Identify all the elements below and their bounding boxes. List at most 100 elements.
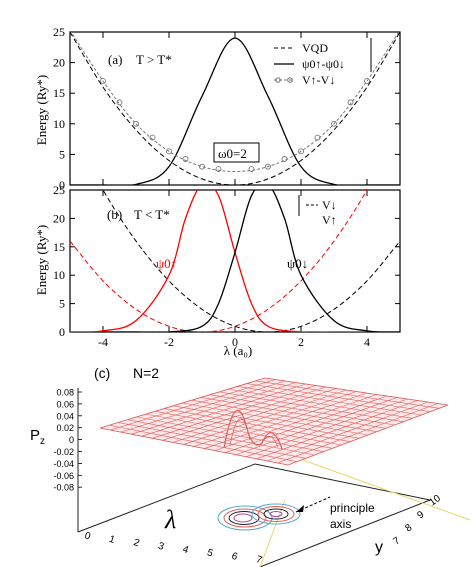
series-marker [133,120,139,127]
y-tick-label: 25 [53,25,65,39]
y-tick-label: 5 [59,297,65,311]
series-marker [100,78,106,84]
series-marker [199,163,205,170]
panel-b-xticks: -4 -2 0 2 4 [98,190,370,349]
panel-b-condition: T < T* [134,207,170,222]
panel-b-label: (b) [107,207,122,222]
x3d-tick-label: 1 [108,534,117,546]
contour-plot [217,503,301,531]
y3d-tick-label: 8 [403,522,414,534]
z-tick-label: -0.06 [53,471,74,481]
panel-a-label: (a) [108,52,122,67]
series-marker [215,166,222,173]
panel-b-series [70,190,400,332]
mesh-line [255,380,440,409]
legend-v-diff-marker [287,77,293,83]
legend-psi-diff-label: ψ0↑-ψ0↓ [302,57,345,71]
legend-vqd-label: VQD [302,41,328,55]
panel-c: (c) N=2 Pz 0.080.06 0.04 0.02 0 -0.02 -0.04 -0… [30,365,471,567]
principle-axis-label-2: axis [330,517,351,531]
panel-c-zticks: 0.080.06 0.04 0.02 0 -0.02 -0.04 -0.06 -0.08 [53,388,82,493]
series-marker [347,99,354,106]
panel-a-xticks [102,32,368,185]
series-marker [281,156,288,162]
series-marker [265,163,271,170]
principle-axis-label: principle [330,501,375,515]
y-tick-label: 20 [53,56,65,70]
series-line [70,37,400,185]
surface-peak [223,409,283,450]
y3d-tick-label: 9 [415,509,426,521]
y-axis-label: y [375,539,383,556]
principle-axis-line [299,458,471,521]
series-marker [314,134,321,141]
panel-b-yticks: 0 5 10 15 20 25 [53,183,400,339]
series-marker [116,99,123,106]
series-line [103,190,400,332]
floor-plane [77,388,471,567]
y-tick-label: 10 [53,117,65,131]
legend-v-diff-label: V↑-V↓ [302,73,335,87]
y-tick-label: 25 [53,183,65,197]
panel-b-ylabel: Energy (Ry*) [34,225,49,295]
series-marker [331,120,337,127]
y-tick-label: 20 [53,211,65,225]
z-tick-label: 0.02 [56,423,74,433]
surface-mesh [99,377,449,466]
psi-down-label: ψ0↓ [287,256,308,271]
y-tick-label: 0 [59,325,65,339]
z-tick-label: -0.02 [53,447,74,457]
panel-a-ylabel: Energy (Ry*) [34,75,49,145]
z-tick-label: 0 [69,435,74,445]
series-line [70,190,368,332]
psi-up-label: ψ0↑ [156,256,177,271]
mesh-line [256,400,418,460]
y-tick-label: 10 [53,268,65,282]
omega-box [213,142,260,163]
mesh-line [287,404,449,466]
y-tick-label: 5 [59,147,65,161]
legend-v-diff-marker [275,77,281,83]
arrow-head [296,505,304,512]
pz-axis-label: Pz [30,427,45,447]
x-tick-label: -2 [164,335,174,349]
x3d-tick-label: 0 [83,530,92,542]
mesh-line [264,377,449,406]
panel-a-condition: T > T* [136,52,172,67]
legend-vup-label: V↑ [322,213,337,227]
series-line [70,32,400,185]
y-tick-label: 15 [53,240,65,254]
y3d-tick-label: 10 [427,493,443,509]
series-marker [248,166,255,173]
y-tick-label: 0 [59,178,65,192]
mesh-line [267,401,428,462]
series-marker [364,78,370,84]
x3d-tick-label: 4 [181,544,190,556]
principle-axis-annotation: principle axis [295,496,375,531]
panel-a-legend: VQD ψ0↑-ψ0↓ V↑-V↓ [274,38,372,87]
series-marker [149,134,156,141]
series-marker [182,156,189,162]
series-line [102,190,400,332]
x-tick-label: 2 [298,335,304,349]
panel-c-title: N=2 [133,365,159,381]
x3d-tick-label: 6 [230,551,239,563]
panel-b: Energy (Ry*) 0 5 10 15 20 25 -4 -2 0 2 4 (b) T < … [34,183,401,358]
x3d-tick-label: 7 [255,554,264,566]
legend-vdown-label: V↓ [322,198,337,212]
y-tick-label: 15 [53,86,65,100]
x-tick-label: 0 [232,335,238,349]
mesh-line [277,403,438,464]
panel-c-label: (c) [94,365,110,381]
principle-axis-line-2 [259,499,286,567]
panel-a-yticks: 0 5 10 15 20 25 [53,25,400,192]
lambda-label: λ [164,505,176,534]
omega-annotation: ω0=2 [218,146,247,161]
mesh-line [246,383,431,412]
panel-b-xlabel: λ (a₀) [224,343,253,358]
panel-a-series [70,32,400,185]
x3d-tick-label: 3 [157,541,166,553]
series-line [70,32,400,173]
